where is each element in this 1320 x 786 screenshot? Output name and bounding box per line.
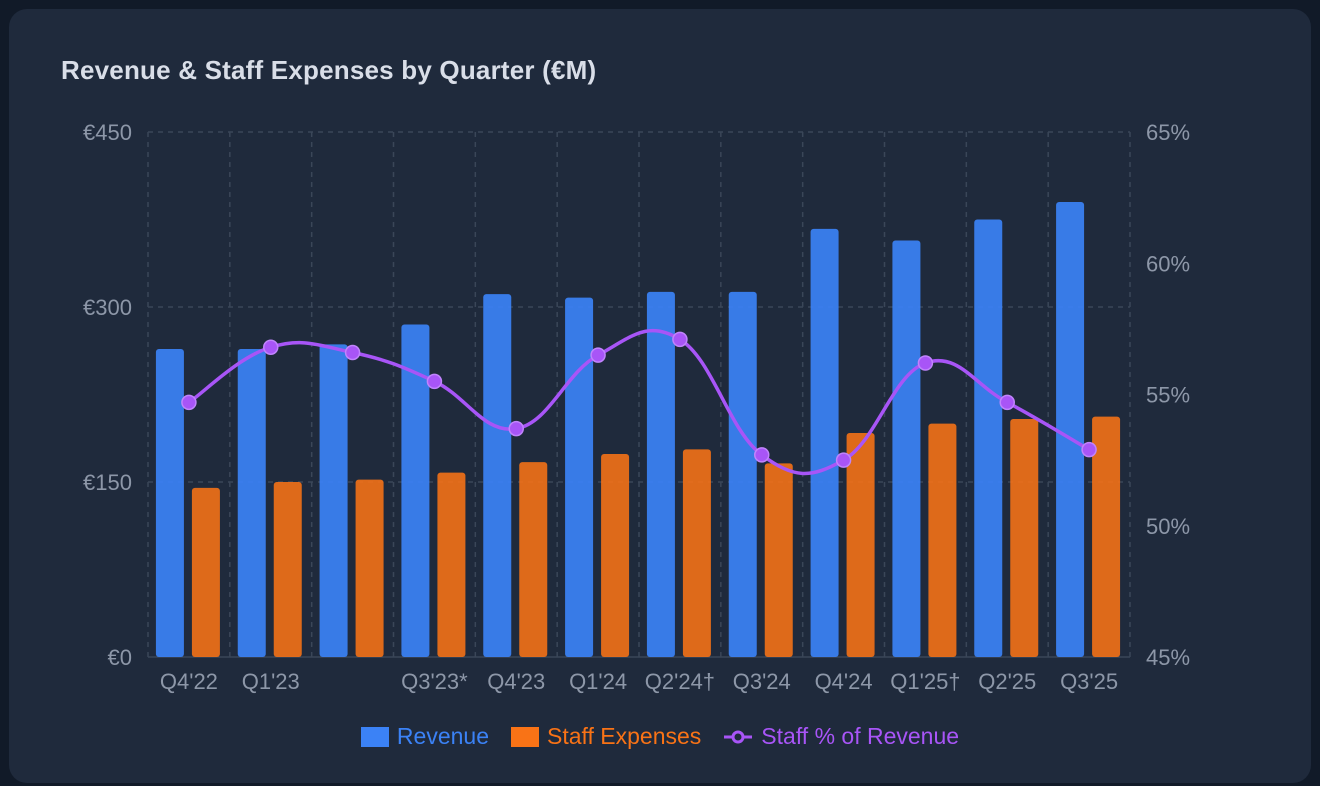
x-tick-label: Q3'23* — [401, 669, 468, 694]
revenue-bar — [974, 219, 1003, 657]
staff-pct-point — [508, 420, 524, 437]
x-tick-label: Q2'25 — [978, 669, 1036, 694]
staff-expenses-swatch — [511, 726, 539, 747]
revenue-bar — [892, 240, 921, 657]
x-tick-label: Q1'25† — [890, 669, 960, 694]
x-tick-label: Q1'23 — [242, 669, 300, 694]
x-tick-label: Q4'24 — [815, 669, 873, 694]
x-tick-label: Q4'22 — [160, 669, 218, 694]
revenue-bar — [237, 349, 266, 657]
revenue-bar — [1056, 202, 1085, 657]
staff-pct-point — [754, 447, 770, 463]
right-tick-label: 55% — [1146, 383, 1190, 408]
legend-label-staff-pct: Staff % of Revenue — [761, 723, 960, 749]
revenue-bar — [155, 349, 184, 657]
right-tick-label: 50% — [1146, 514, 1190, 539]
staff-expenses-bar — [519, 462, 548, 657]
legend: Revenue Staff Expenses Staff % of Revenu… — [9, 723, 1311, 750]
legend-label-staff-expenses: Staff Expenses — [547, 723, 702, 749]
revenue-bar — [483, 294, 512, 657]
staff-expenses-bar — [1092, 416, 1121, 657]
staff-expenses-bar — [1010, 419, 1039, 657]
line-marker-icon — [724, 730, 753, 743]
left-tick-label: €150 — [83, 470, 132, 495]
staff-pct-point — [590, 347, 606, 363]
staff-pct-point — [344, 344, 361, 361]
right-tick-label: 45% — [1146, 645, 1190, 670]
right-tick-label: 60% — [1146, 251, 1190, 276]
staff-expenses-bar — [191, 487, 220, 657]
x-tick-label: Q3'25 — [1060, 669, 1118, 694]
staff-pct-point — [263, 339, 279, 355]
left-tick-label: €0 — [108, 645, 132, 670]
x-axis: Q4'22 Q1'23 Q3'23* Q4'23 Q1'24 Q2'24† Q3'24 Q4'… — [160, 669, 1118, 694]
staff-pct-point — [1081, 441, 1097, 458]
revenue-bar — [646, 291, 675, 657]
legend-item-staff-expenses[interactable]: Staff Expenses — [511, 723, 701, 750]
revenue-swatch — [360, 726, 389, 747]
x-tick-label: Q2'24† — [645, 669, 715, 694]
staff-expenses-bar — [437, 472, 466, 657]
staff-expenses-bar — [764, 463, 793, 657]
staff-expenses-bar — [273, 482, 302, 657]
revenue-bar — [810, 228, 839, 658]
staff-pct-point — [426, 373, 443, 390]
revenue-bar — [728, 291, 757, 657]
staff-pct-point — [917, 355, 934, 371]
revenue-bar — [565, 297, 594, 657]
bars — [155, 202, 1121, 658]
grid — [147, 131, 1131, 658]
right-axis: 45% 50% 55% 60% 65% — [1146, 120, 1190, 670]
staff-expenses-bar — [601, 454, 630, 657]
staff-expenses-bar — [928, 423, 957, 657]
x-tick-label: Q3'24 — [733, 669, 791, 694]
staff-pct-point — [672, 331, 688, 348]
staff-pct-point — [999, 394, 1015, 411]
chart-card: Revenue & Staff Expenses by Quarter (€M)… — [9, 9, 1311, 783]
x-tick-label: Q4'23 — [487, 669, 545, 694]
legend-item-revenue[interactable]: Revenue — [360, 723, 489, 750]
staff-expenses-bar — [355, 479, 384, 657]
combo-chart: €0 €150 €300 €450 45% 50% 55% 60% 65% Q4'22 Q1'2… — [83, 120, 1190, 694]
x-tick-label: Q1'24 — [569, 669, 627, 694]
line-series — [181, 328, 1097, 476]
legend-label-revenue: Revenue — [396, 723, 489, 749]
left-tick-label: €450 — [83, 120, 132, 145]
chart-title: Revenue & Staff Expenses by Quarter (€M) — [61, 55, 597, 85]
left-tick-label: €300 — [83, 295, 132, 320]
revenue-bar — [401, 324, 430, 657]
staff-expenses-bar — [846, 433, 875, 657]
left-axis: €0 €150 €300 €450 — [83, 120, 132, 670]
revenue-bar — [319, 344, 348, 657]
staff-pct-point — [181, 394, 197, 411]
staff-pct-point — [835, 452, 852, 468]
staff-expenses-bar — [682, 449, 711, 657]
legend-item-staff-pct[interactable]: Staff % of Revenue — [723, 723, 959, 750]
right-tick-label: 65% — [1146, 120, 1190, 145]
